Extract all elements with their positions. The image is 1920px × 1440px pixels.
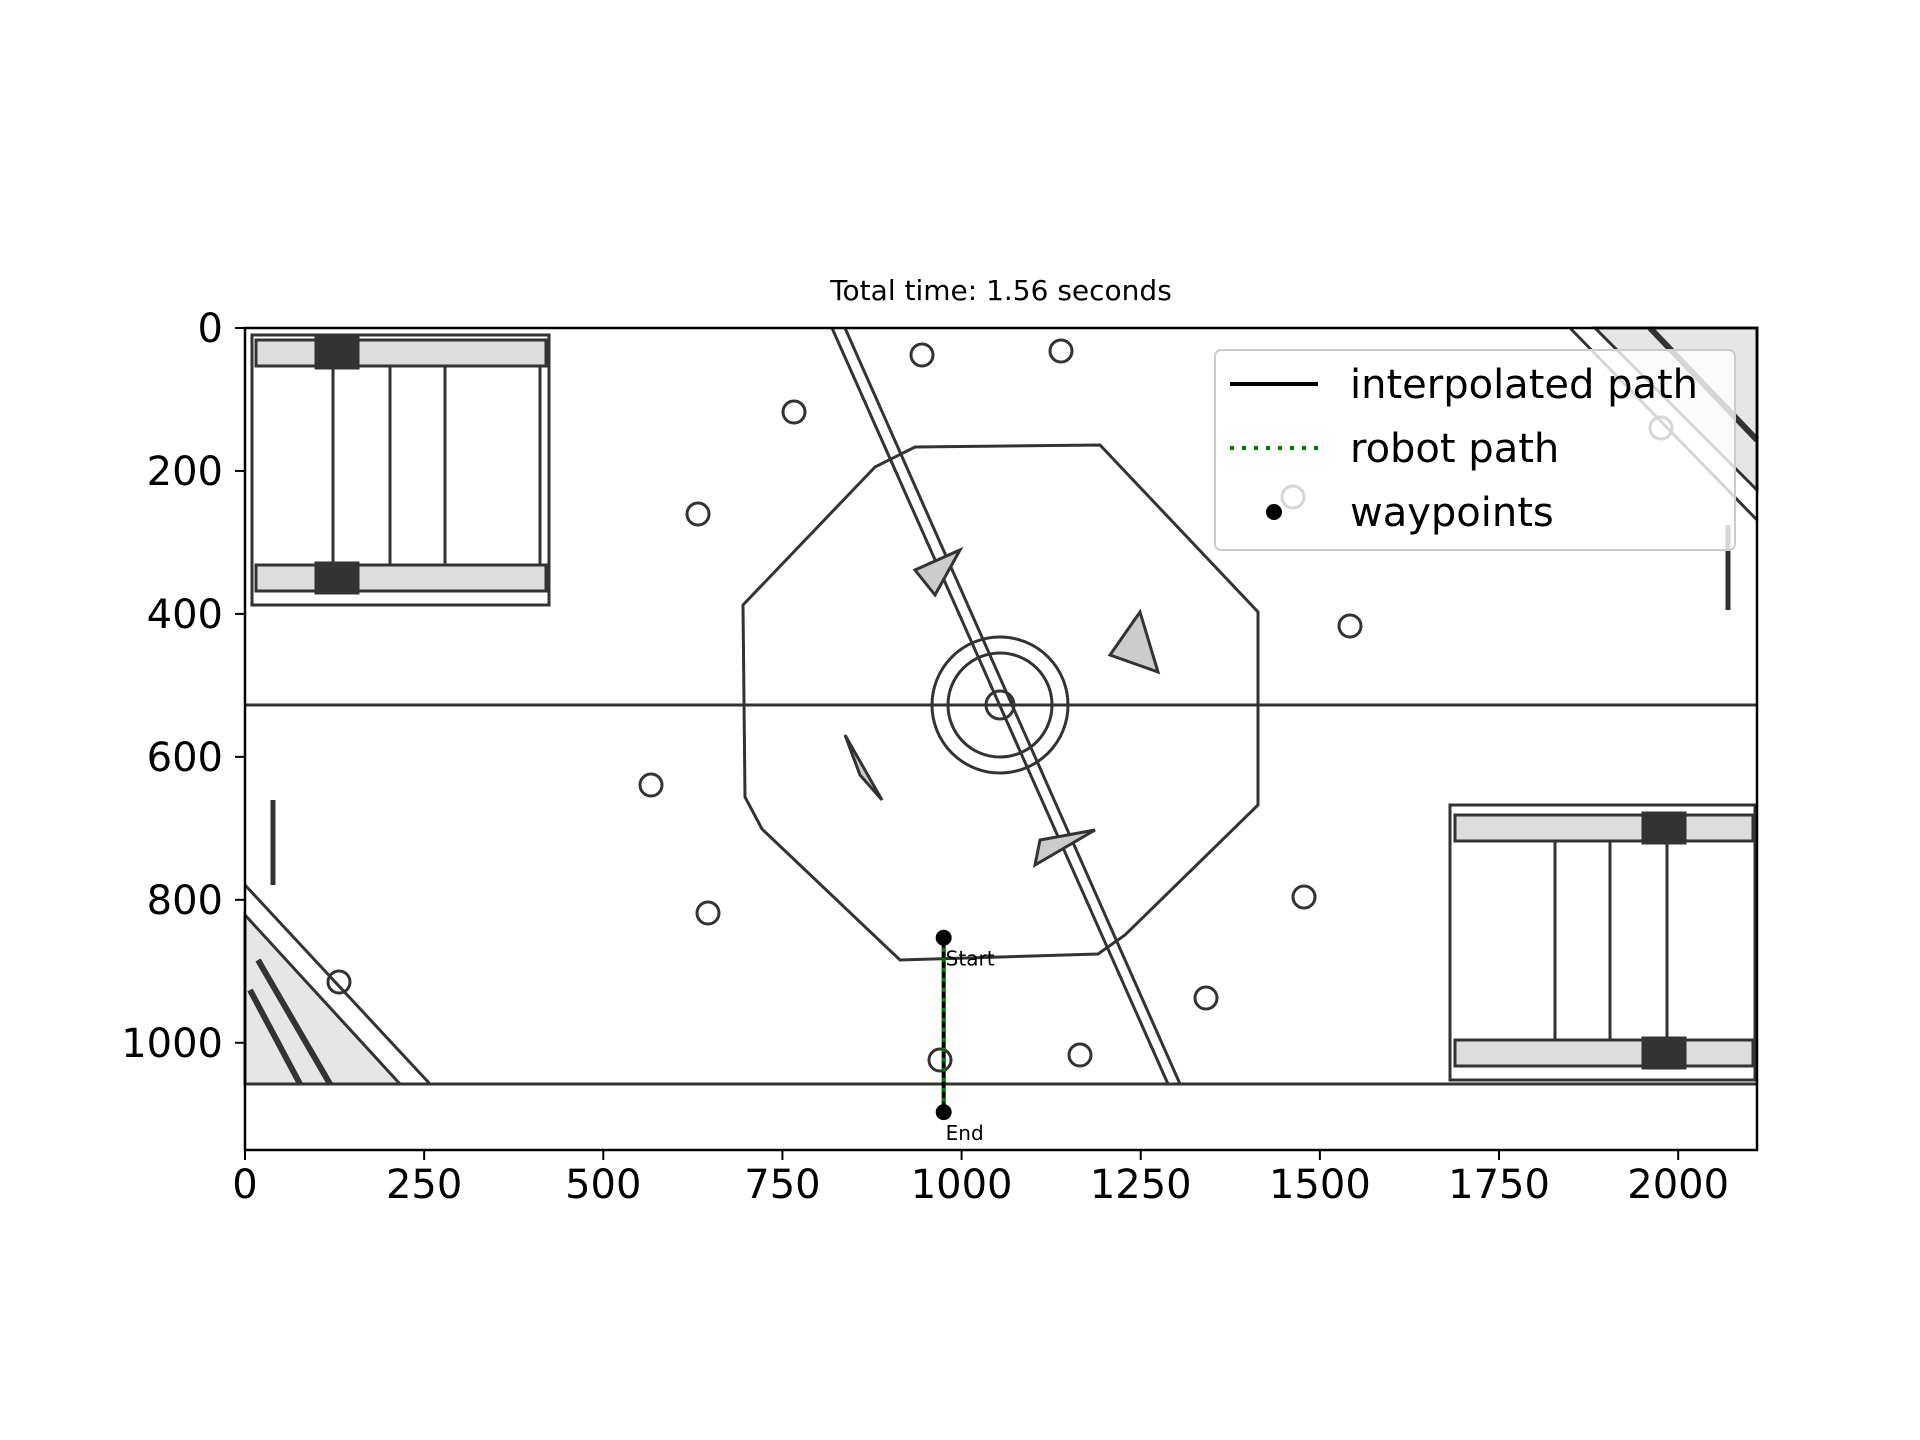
data-layer: Start End	[935, 929, 995, 1145]
x-tick-label: 750	[744, 1162, 820, 1208]
legend-label-waypoints: waypoints	[1350, 490, 1554, 536]
chart-title: Total time: 1.56 seconds	[829, 274, 1172, 307]
legend-swatch-waypoints	[1266, 504, 1282, 520]
waypoint-marker	[935, 1104, 952, 1121]
x-axis: 0 250 500 750 1000 1250 1500 1750 2000	[232, 1150, 1729, 1208]
peg	[1193, 985, 1219, 1011]
x-tick-label: 1750	[1448, 1162, 1550, 1208]
rack-top-left	[250, 333, 551, 607]
y-axis: 0 200 400 600 800 1000	[121, 306, 245, 1067]
peg	[685, 501, 711, 527]
legend: interpolated path robot path waypoints	[1214, 349, 1736, 551]
peg	[1291, 884, 1317, 910]
peg	[326, 969, 352, 995]
peg	[1048, 338, 1074, 364]
legend-box	[1214, 349, 1736, 551]
peg	[927, 1047, 953, 1073]
plot-frame	[243, 326, 1759, 1152]
center-hub-inner	[984, 689, 1016, 721]
waypoint-marker	[935, 929, 952, 946]
rack-bottom-right	[1448, 803, 1757, 1082]
x-tick-label: 500	[565, 1162, 641, 1208]
y-tick-label: 600	[147, 735, 223, 781]
center-hub-mid	[946, 651, 1054, 759]
peg	[781, 399, 807, 425]
legend-label-robot-path: robot path	[1350, 426, 1559, 472]
ramp-bottom-left	[243, 883, 432, 1086]
y-tick-label: 800	[147, 878, 223, 924]
center-hub-outer	[930, 635, 1070, 775]
y-tick-label: 200	[147, 449, 223, 495]
peg	[695, 900, 721, 926]
x-tick-label: 1000	[911, 1162, 1013, 1208]
x-tick-label: 1500	[1269, 1162, 1371, 1208]
center-rail-a	[830, 327, 1170, 1085]
peg	[638, 772, 664, 798]
y-tick-label: 1000	[121, 1021, 223, 1067]
x-tick-label: 1250	[1090, 1162, 1192, 1208]
annotation-start: Start	[946, 947, 995, 971]
peg	[1067, 1042, 1093, 1068]
legend-label-interpolated-path: interpolated path	[1350, 362, 1698, 408]
peg	[909, 342, 935, 368]
peg	[1337, 613, 1363, 639]
x-tick-label: 250	[386, 1162, 462, 1208]
x-tick-label: 0	[232, 1162, 257, 1208]
annotation-end: End	[946, 1121, 984, 1145]
y-tick-label: 400	[147, 592, 223, 638]
center-hexagon	[741, 443, 1260, 962]
x-tick-label: 2000	[1627, 1162, 1729, 1208]
y-tick-label: 0	[198, 306, 223, 352]
